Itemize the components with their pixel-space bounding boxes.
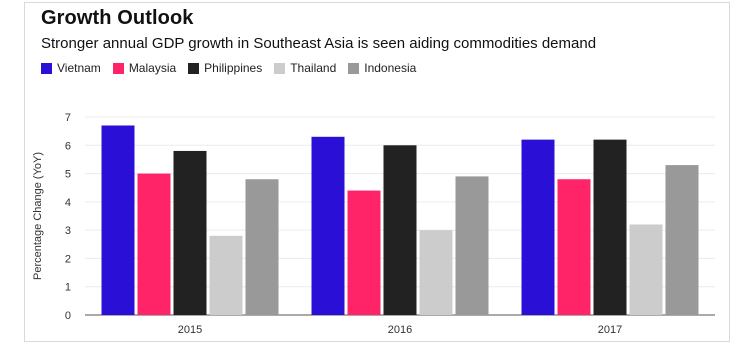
y-tick-label: 7 bbox=[65, 112, 71, 124]
legend: Vietnam Malaysia Philippines Thailand In… bbox=[41, 57, 416, 79]
bar-thailand-2017 bbox=[629, 224, 663, 315]
y-axis-title: Percentage Change (YoY) bbox=[32, 152, 44, 280]
bar-indonesia-2017 bbox=[665, 165, 699, 315]
bar-thailand-2015 bbox=[209, 235, 243, 315]
bar-philippines-2015 bbox=[173, 150, 207, 315]
bars bbox=[101, 125, 699, 315]
bar-philippines-2016 bbox=[383, 145, 417, 315]
y-tick-label: 0 bbox=[65, 310, 71, 322]
legend-swatch-thailand bbox=[274, 62, 286, 74]
chart-card: Growth Outlook Stronger annual GDP growt… bbox=[24, 2, 730, 342]
y-tick-label: 6 bbox=[65, 140, 71, 152]
bar-philippines-2017 bbox=[593, 139, 627, 315]
legend-item-malaysia: Malaysia bbox=[112, 61, 177, 75]
legend-item-thailand: Thailand bbox=[274, 61, 336, 75]
bar-chart: 0 1 2 3 4 5 6 7 2015 2016 2017 Percentage Change … bbox=[32, 112, 715, 336]
bar-malaysia-2016 bbox=[347, 190, 381, 315]
bar-malaysia-2017 bbox=[557, 179, 591, 315]
y-tick-label: 5 bbox=[65, 169, 71, 181]
legend-label-vietnam: Vietnam bbox=[57, 61, 101, 75]
chart-subtitle: Stronger annual GDP growth in Southeast … bbox=[41, 35, 597, 52]
y-tick-label: 3 bbox=[65, 225, 71, 237]
legend-swatch-vietnam bbox=[41, 62, 52, 74]
legend-item-philippines: Philippines bbox=[188, 61, 262, 75]
x-tick-label: 2015 bbox=[178, 324, 202, 336]
legend-label-indonesia: Indonesia bbox=[364, 61, 417, 75]
legend-swatch-indonesia bbox=[348, 62, 360, 74]
legend-item-vietnam: Vietnam bbox=[41, 61, 101, 75]
y-tick-label: 1 bbox=[65, 282, 71, 294]
legend-swatch-philippines bbox=[188, 62, 200, 74]
bar-indonesia-2016 bbox=[455, 176, 489, 315]
legend-label-thailand: Thailand bbox=[290, 61, 337, 75]
x-axis-ticks: 2015 2016 2017 bbox=[178, 324, 622, 336]
legend-item-indonesia: Indonesia bbox=[348, 61, 416, 75]
bar-malaysia-2015 bbox=[137, 173, 171, 315]
x-tick-label: 2016 bbox=[388, 324, 412, 336]
bar-thailand-2016 bbox=[419, 230, 453, 315]
chart-title: Growth Outlook bbox=[41, 7, 194, 29]
bar-vietnam-2017 bbox=[521, 139, 555, 315]
legend-label-malaysia: Malaysia bbox=[128, 61, 177, 75]
y-axis-ticks: 0 1 2 3 4 5 6 7 bbox=[65, 112, 71, 322]
y-tick-label: 4 bbox=[65, 197, 71, 209]
y-tick-label: 2 bbox=[65, 253, 71, 265]
bar-indonesia-2015 bbox=[245, 179, 279, 315]
legend-swatch-malaysia bbox=[112, 62, 124, 74]
bar-vietnam-2016 bbox=[311, 136, 345, 315]
bar-vietnam-2015 bbox=[101, 125, 135, 315]
x-tick-label: 2017 bbox=[598, 324, 622, 336]
legend-label-philippines: Philippines bbox=[204, 61, 263, 75]
